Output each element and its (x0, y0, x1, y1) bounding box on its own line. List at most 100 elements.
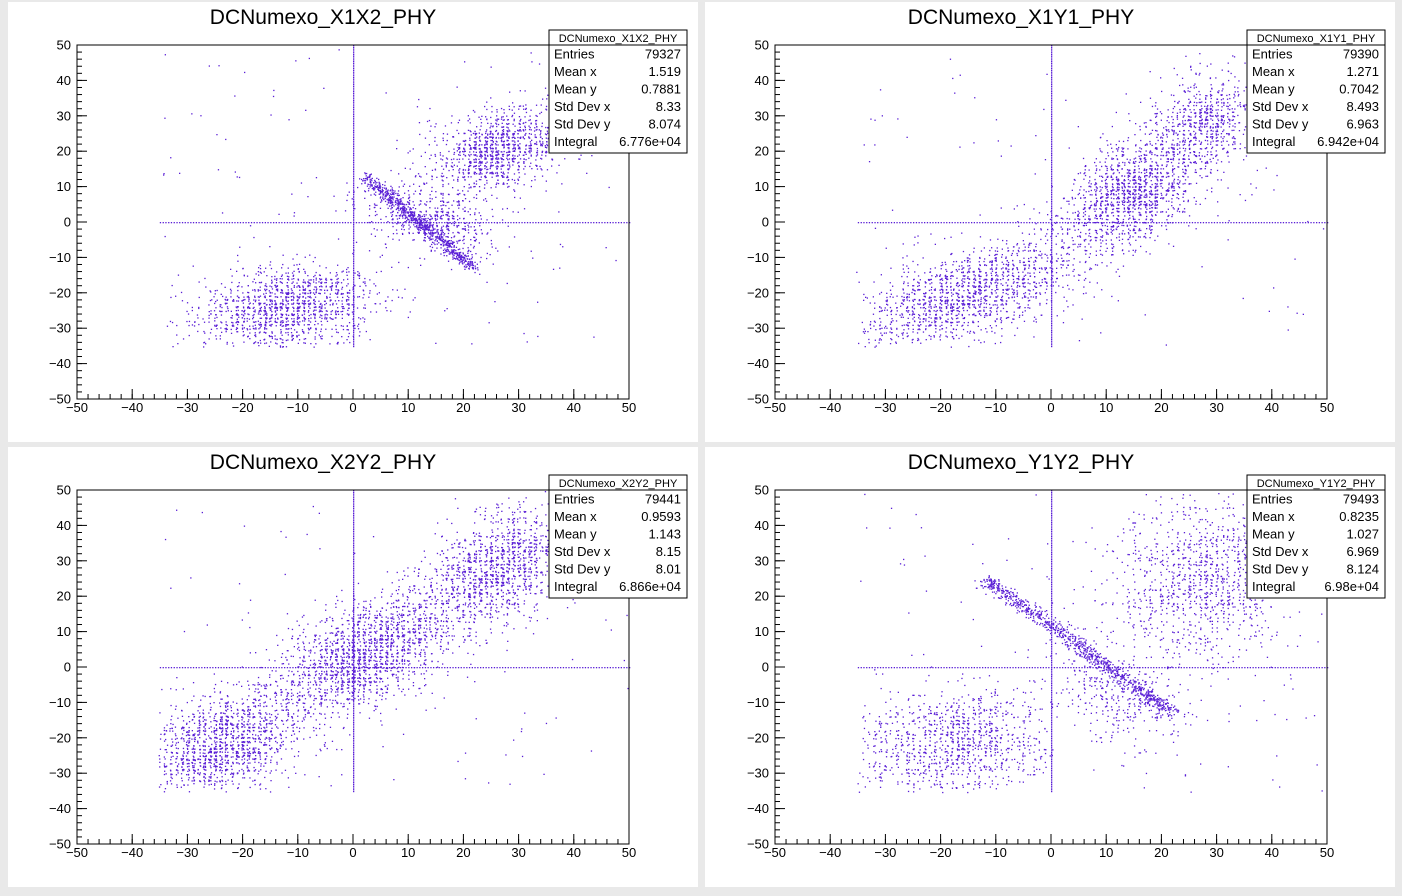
data-point (924, 293, 926, 295)
data-point (353, 55, 355, 57)
data-point (523, 138, 526, 140)
data-point (406, 211, 409, 213)
data-point (456, 165, 458, 167)
data-point (282, 292, 284, 294)
data-point (485, 158, 487, 160)
data-point (432, 232, 434, 234)
data-point (203, 330, 205, 333)
data-point (418, 185, 421, 187)
stats-label: Integral (554, 134, 597, 149)
data-point (314, 293, 316, 295)
data-point (292, 281, 294, 283)
data-point (388, 200, 390, 202)
data-point (208, 314, 210, 317)
data-point (293, 293, 295, 295)
data-point (485, 130, 487, 133)
data-point (480, 176, 482, 178)
data-point (353, 124, 355, 126)
data-point (257, 320, 259, 322)
data-point (292, 299, 294, 301)
data-point (231, 317, 233, 319)
data-point (425, 211, 427, 213)
data-point (297, 222, 300, 224)
data-point (457, 146, 459, 149)
data-point (934, 322, 936, 324)
data-point (325, 328, 327, 330)
data-point (364, 178, 366, 180)
data-point (336, 222, 338, 224)
data-point (285, 332, 287, 334)
data-point (1013, 208, 1015, 210)
data-point (479, 144, 481, 146)
data-point (996, 278, 998, 280)
data-point (895, 320, 898, 322)
data-point (880, 310, 882, 312)
data-point (511, 114, 514, 117)
data-point (947, 291, 949, 294)
data-point (604, 222, 606, 224)
data-point (428, 237, 431, 239)
data-point (353, 78, 355, 80)
data-point (299, 305, 301, 308)
data-point (1024, 246, 1026, 248)
data-point (474, 137, 476, 139)
data-point (1012, 260, 1014, 262)
data-point (558, 211, 560, 213)
data-point (384, 243, 387, 245)
data-point (254, 332, 256, 334)
data-point (479, 136, 481, 138)
data-point (472, 109, 475, 112)
data-point (307, 324, 309, 326)
data-point (434, 240, 436, 242)
data-point (379, 191, 382, 194)
data-point (394, 190, 396, 192)
data-point (295, 60, 297, 62)
data-point (1046, 260, 1048, 262)
data-point (293, 264, 295, 266)
data-point (546, 98, 548, 100)
data-point (319, 309, 321, 311)
data-point (236, 331, 238, 333)
data-point (264, 302, 266, 304)
data-point (298, 339, 301, 341)
data-point (315, 282, 317, 284)
data-point (425, 226, 427, 228)
data-point (324, 292, 326, 294)
data-point (530, 250, 532, 252)
data-point (353, 103, 355, 105)
data-point (468, 222, 471, 224)
data-point (495, 148, 497, 150)
data-point (410, 214, 412, 216)
data-point (236, 321, 238, 323)
data-point (232, 299, 235, 301)
data-point (298, 324, 300, 326)
data-point (459, 217, 461, 220)
data-point (382, 194, 384, 196)
data-point (545, 150, 547, 153)
data-point (475, 151, 477, 153)
data-point (615, 259, 617, 262)
data-point (535, 119, 538, 122)
data-point (263, 296, 266, 298)
data-point (221, 306, 223, 309)
data-point (1027, 289, 1029, 291)
data-point (253, 278, 255, 280)
data-point (269, 261, 272, 263)
data-point (414, 218, 416, 220)
data-point (463, 148, 465, 150)
data-point (517, 183, 519, 185)
data-point (353, 60, 355, 63)
data-point (225, 299, 227, 301)
data-point (304, 256, 306, 258)
data-point (501, 122, 503, 124)
data-point (424, 224, 426, 226)
data-point (314, 222, 316, 224)
data-point (501, 126, 503, 128)
data-point (441, 218, 443, 220)
data-point (442, 185, 444, 188)
data-point (491, 171, 493, 173)
data-point (513, 236, 516, 238)
data-point (429, 194, 431, 196)
data-point (922, 307, 924, 309)
data-point (501, 175, 504, 177)
